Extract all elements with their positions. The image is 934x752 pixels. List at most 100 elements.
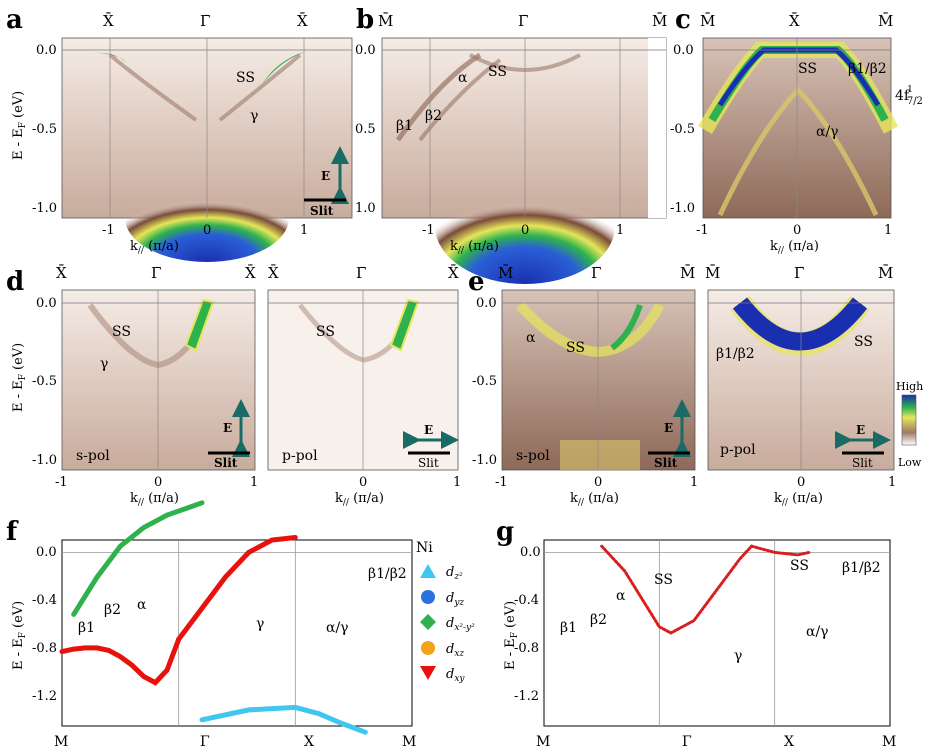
panel-a-label-gamma: γ [250, 108, 258, 124]
panel-a-ytick-1: 0.0 [36, 43, 57, 58]
legend-dxz-label: dxz [446, 642, 464, 659]
panel-b: b M̄ Γ̄ M̄ 0.0 0.5 1.0 -1 0 1 α SS β1 β2… [355, 5, 667, 284]
panel-f-point [200, 607, 204, 610]
panel-f-series-dxy-1 [176, 535, 298, 642]
panel-d-left-plot [61, 289, 256, 471]
panel-b-ytick-3: 1.0 [355, 201, 376, 216]
panel-f-point [364, 731, 367, 734]
panel-a-letter: a [6, 5, 23, 35]
panel-d-xtick-1: -1 [55, 475, 68, 490]
colorbar [901, 394, 917, 446]
panel-f-label-gamma: γ [256, 616, 264, 632]
panel-c: c M̄ X̄ M̄ 0.0 -0.5 -1.0 -1 0 1 SS β1/β2… [670, 5, 923, 256]
panel-d-sym-1: X̄ [56, 264, 67, 282]
panel-f-point [72, 613, 75, 616]
panel-g-ytick-4: -1.2 [514, 689, 539, 704]
panel-f-letter: f [6, 517, 19, 547]
panel-d-pol-s: s-pol [76, 448, 110, 464]
panel-f-xtick-1: M [54, 734, 68, 750]
legend-dx2y2: dx²-y² [420, 614, 475, 633]
panel-g-letter: g [496, 517, 514, 547]
panel-e-xtick-1: -1 [495, 475, 508, 490]
panel-d-sym-5: Γ̄ [356, 264, 366, 282]
panel-a-sym-3: X̄ [297, 12, 308, 30]
panel-e-label-alpha: α [526, 330, 536, 346]
panel-e-sym-5: Γ̄ [794, 264, 804, 282]
legend-dxz: dxz [421, 641, 464, 659]
panel-e-sym-2: Γ̄ [591, 264, 601, 282]
panel-d: d X̄ Γ̄ X̄ X̄ Γ̄ X̄ 0.0 -0.5 -1.0 -1 0 1… [6, 264, 461, 508]
panel-g-point [738, 557, 742, 560]
panel-b-xtick-2: 0 [521, 223, 529, 238]
panel-e-xtick-3: 1 [690, 475, 698, 490]
panel-e-label-ss-right: SS [854, 334, 873, 350]
panel-g-point [750, 545, 753, 548]
panel-g-label-alpha: α [616, 588, 626, 604]
panel-e-label-ss: SS [566, 340, 585, 356]
panel-b-label-ss: SS [488, 64, 507, 80]
panel-e-slit-right: Slit [852, 456, 873, 470]
panel-b-sym-2: Γ̄ [518, 12, 528, 30]
panel-a-xtick-2: 0 [203, 223, 211, 238]
panel-f-point [107, 649, 110, 652]
panel-e-xlabel-right: k// (π/a) [774, 491, 823, 508]
panel-d-xtick-4: 0 [359, 475, 367, 490]
panel-d-label-ss: SS [112, 324, 131, 340]
panel-c-label-alphagamma: α/γ [816, 124, 839, 140]
panel-g-point [715, 588, 719, 591]
panel-f-point [317, 712, 320, 715]
panel-d-ytick-3: -1.0 [32, 453, 57, 468]
panel-f-xtick-4: M [402, 734, 416, 750]
panel-f-series-dx2-y2-2 [71, 500, 205, 617]
panel-d-letter: d [6, 267, 24, 297]
legend-dxy: dxy [420, 666, 465, 684]
panel-a: a X̄ Γ̄ X̄ 0.0 -0.5 -1.0 -1 0 1 SS γ E S… [6, 5, 353, 262]
panel-f-point [200, 501, 204, 504]
panel-e-xlabel-left: k// (π/a) [570, 491, 619, 508]
panel-a-xtick-3: 1 [300, 223, 308, 238]
panel-e: e M̄ Γ̄ M̄ M̄ Γ̄ M̄ 0.0 -0.5 -1.0 -1 0 1… [468, 264, 923, 508]
panel-f-point [224, 576, 227, 579]
panel-e-e-right: E [856, 423, 865, 437]
panel-a-xlabel: k// (π/a) [130, 239, 179, 256]
panel-g-point [773, 551, 776, 554]
panel-g: g 0.0 -0.4 -0.8 -1.2 M Γ X M SS SS α β1 … [496, 517, 896, 750]
panel-g-label-alphagamma: α/γ [806, 624, 829, 640]
panel-g-ytick-1: 0.0 [520, 545, 541, 560]
panel-f-ytick-1: 0.0 [36, 545, 57, 560]
panel-d-ss-left-band [184, 298, 215, 352]
panel-a-ylabel: E - EF (eV) [11, 91, 28, 160]
panel-f-ylabel: E - EF (eV) [11, 601, 28, 670]
panel-f-label-alpha: α [137, 597, 147, 613]
panel-e-label-beta: β1/β2 [716, 346, 755, 362]
panel-d-e-left: E [223, 421, 232, 435]
panel-f-point [294, 706, 297, 709]
legend-dyz: dyz [421, 590, 464, 608]
panel-g-point [796, 553, 799, 557]
legend-dz2-label: dz² [446, 565, 463, 582]
panel-f: f 0.0 -0.4 -0.8 -1.2 M Γ X M α β1 β2 γ β… [6, 500, 475, 750]
panel-d-ylabel: E - EF (eV) [11, 343, 28, 412]
panel-f-label-alphagamma: α/γ [326, 620, 349, 636]
panel-b-sym-1: M̄ [378, 12, 393, 30]
panel-e-xtick-4: 0 [797, 475, 805, 490]
panel-e-e-left: E [664, 421, 673, 435]
panel-d-sym-4: X̄ [268, 264, 279, 282]
panel-d-xtick-2: 0 [154, 475, 162, 490]
panel-f-point [165, 669, 169, 672]
panel-d-ss-right-band [389, 298, 420, 352]
panel-f-ytick-3: -0.8 [32, 641, 57, 656]
panel-f-point [60, 650, 64, 653]
panel-d-xtick-5: 1 [453, 475, 461, 490]
panel-e-slit-left: Slit [654, 456, 678, 470]
legend-dz2-marker [420, 564, 436, 578]
panel-f-ytick-4: -1.2 [32, 689, 57, 704]
panel-d-e-right: E [424, 423, 433, 437]
panel-c-sym-1: M̄ [700, 12, 715, 30]
panel-a-e-label: E [321, 169, 330, 183]
panel-e-letter: e [468, 267, 485, 297]
panel-f-point [84, 646, 87, 650]
panel-e-pol-p: p-pol [720, 442, 756, 458]
panel-f-point [177, 638, 180, 641]
panel-g-point [600, 545, 603, 548]
